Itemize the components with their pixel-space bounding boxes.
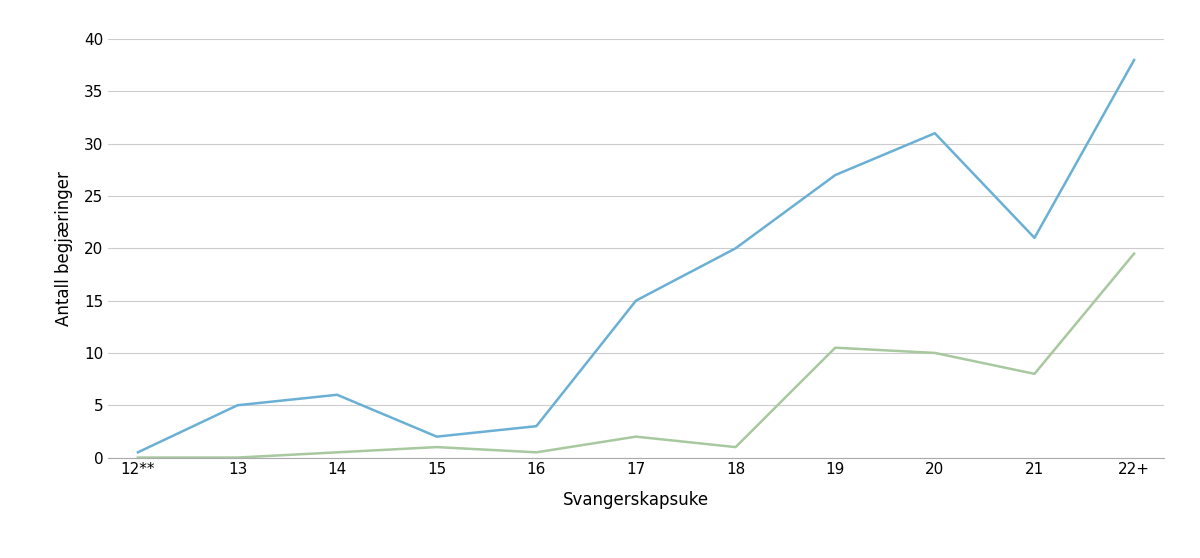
- Klage: [728, 444, 743, 450]
- Primær: [330, 392, 344, 398]
- Klage: [828, 344, 842, 351]
- Y-axis label: Antall begjæringer: Antall begjæringer: [55, 171, 73, 326]
- Primær: [230, 402, 245, 408]
- Primær: [629, 297, 643, 304]
- Klage: [330, 449, 344, 456]
- Primær: [828, 172, 842, 179]
- Klage: [131, 454, 145, 461]
- Line: Klage: Klage: [138, 253, 1134, 458]
- Primær: [430, 433, 444, 440]
- Primær: [529, 423, 544, 430]
- Klage: [629, 433, 643, 440]
- Klage: [529, 449, 544, 456]
- Klage: [928, 349, 942, 357]
- X-axis label: Svangerskapsuke: Svangerskapsuke: [563, 491, 709, 509]
- Primær: [928, 130, 942, 137]
- Primær: [131, 449, 145, 456]
- Klage: [1027, 371, 1042, 377]
- Primær: [1127, 57, 1141, 64]
- Klage: [430, 444, 444, 450]
- Line: Primær: Primær: [138, 60, 1134, 453]
- Primær: [728, 245, 743, 252]
- Klage: [230, 454, 245, 461]
- Primær: [1027, 234, 1042, 241]
- Klage: [1127, 250, 1141, 257]
